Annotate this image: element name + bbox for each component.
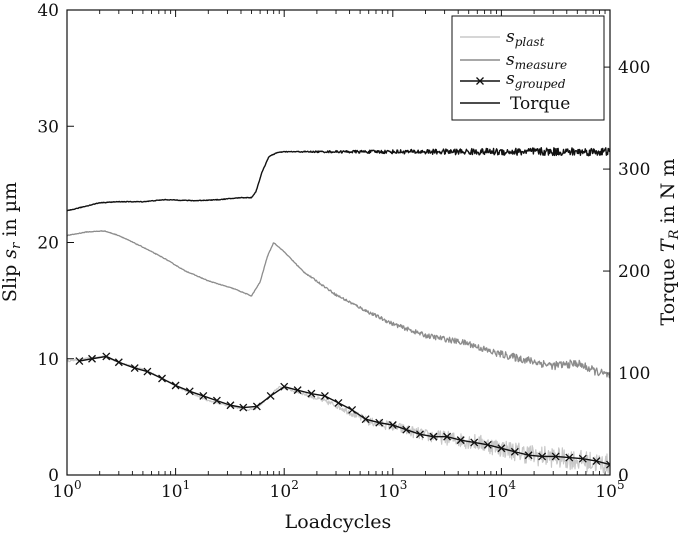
y-right-tick-label: 400 [618,58,650,78]
data-point-s-grouped [293,386,302,395]
series-line-torque [67,146,610,212]
data-point-s-grouped [114,358,123,367]
data-point-s-grouped [592,457,601,466]
data-point-s-grouped [443,432,452,441]
data-point-s-grouped [280,382,289,391]
data-point-s-grouped [497,444,506,453]
data-point-s-grouped [551,452,560,461]
data-point-s-grouped [239,403,248,412]
data-point-s-grouped [606,460,610,469]
data-point-s-grouped [456,436,465,445]
data-point-s-grouped [538,452,547,461]
data-point-s-grouped [75,357,84,366]
data-point-s-grouped [388,421,397,429]
data-point-s-grouped [483,440,492,449]
x-tick-label: 101 [161,478,190,502]
legend-label-torque: Torque [510,94,570,114]
data-point-s-grouped [375,418,384,427]
data-point-s-grouped [524,451,533,460]
data-point-s-grouped [102,352,111,361]
data-point-s-grouped [348,405,357,414]
plot-frame [66,9,611,476]
data-point-s-grouped [578,454,587,463]
data-point-s-grouped [307,389,316,398]
y-axis-label-left: Slip sr in µm [0,182,24,302]
data-point-s-grouped [158,374,166,383]
data-point-s-grouped [171,381,180,390]
data-point-s-grouped [402,425,411,434]
data-point-s-grouped [212,396,221,405]
legend-label-s-measure: smeasure [506,50,567,72]
y-left-tick-label: 30 [37,117,59,137]
y-right-tick-label: 200 [618,262,650,282]
data-point-s-grouped [361,415,370,424]
legend-marker-s-grouped [476,77,484,85]
data-point-s-grouped [226,401,235,410]
series-line-s-measure [67,230,610,379]
data-point-s-grouped [334,398,343,407]
y-right-tick-label: 100 [618,364,650,384]
data-point-s-grouped [565,453,574,462]
y-axis-label-right: Torque TR in N m [657,159,682,326]
y-left-tick-label: 0 [48,466,59,486]
data-point-s-grouped [199,391,208,400]
series-line-s-grouped [79,355,610,466]
data-point-s-grouped [185,387,194,396]
x-tick-label: 104 [487,478,517,502]
legend-label-s-grouped: sgrouped [506,69,566,91]
data-point-s-grouped [470,438,479,447]
x-tick-label: 105 [595,478,624,502]
y-right-tick-label: 300 [618,160,650,180]
data-point-s-grouped [88,354,96,363]
data-point-s-grouped [429,432,438,441]
x-axis-label: Loadcycles [285,511,392,533]
legend: splast smeasure sgrouped Torque [451,15,605,121]
y-left-tick-label: 40 [37,1,59,21]
x-tick-label: 100 [52,478,81,502]
legend-label-s-plast: splast [506,27,545,49]
data-point-s-grouped [266,391,275,400]
data-point-s-grouped [252,402,261,411]
y-left-tick-label: 10 [37,350,59,370]
data-point-s-grouped [320,391,329,400]
series-layer [67,146,610,474]
data-point-s-grouped [130,364,139,373]
x-tick-label: 103 [378,478,407,502]
y-left-tick-label: 20 [37,234,59,254]
axes-ticks [66,9,611,476]
data-point-s-grouped [143,367,152,376]
data-point-s-grouped [416,430,424,439]
x-tick-label: 102 [270,478,299,502]
y-right-tick-label: 0 [618,466,629,486]
data-point-s-grouped [510,447,519,456]
